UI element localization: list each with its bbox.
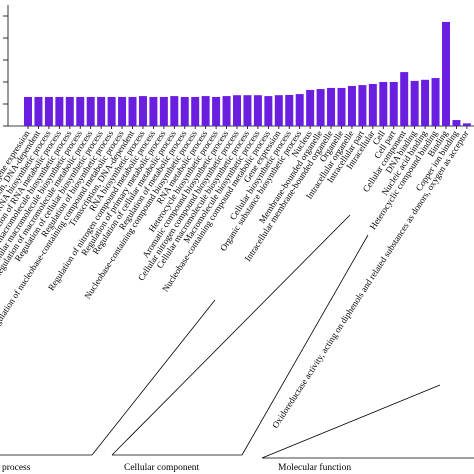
- bar: [285, 94, 294, 126]
- bar: [316, 89, 325, 126]
- bar: [97, 96, 106, 126]
- group-divider: [111, 214, 351, 456]
- bar: [44, 96, 53, 126]
- bar: [24, 96, 32, 126]
- group-divider: [91, 299, 216, 456]
- bar: [180, 96, 189, 126]
- bar: [462, 123, 471, 126]
- bar: [431, 78, 440, 126]
- group-label: Molecular function: [278, 462, 351, 473]
- bar: [128, 96, 137, 126]
- group-divider: [261, 384, 441, 459]
- bar: [233, 95, 241, 126]
- bar: [295, 94, 304, 126]
- bar: [107, 96, 116, 126]
- bar: [86, 96, 95, 126]
- bar: [337, 87, 346, 126]
- bar: [264, 96, 273, 126]
- bar: [65, 96, 74, 126]
- bar: [274, 95, 283, 126]
- bar: [222, 96, 231, 126]
- bar: [212, 96, 221, 126]
- bar: [191, 96, 200, 126]
- bar: [159, 96, 168, 126]
- bar: [306, 89, 315, 126]
- group-label: Biological process: [0, 463, 31, 473]
- bar: [379, 82, 388, 126]
- bar: [452, 120, 461, 126]
- bar: [400, 72, 409, 126]
- bar: [421, 79, 430, 126]
- bar: [442, 21, 450, 126]
- bar: [347, 85, 356, 126]
- bar: [368, 83, 377, 126]
- bar: [34, 96, 43, 126]
- bar: [76, 96, 85, 126]
- bar: [149, 96, 158, 126]
- bar: [358, 85, 367, 126]
- bar: [138, 96, 147, 126]
- bar: [253, 95, 262, 126]
- bar: [201, 96, 210, 126]
- bar: [170, 96, 179, 126]
- bar: [55, 96, 64, 126]
- bar: [243, 95, 252, 126]
- group-divider: [241, 234, 369, 456]
- bar: [118, 96, 127, 126]
- bar: [389, 82, 398, 126]
- bar: [327, 87, 336, 126]
- group-label: Cellular component: [124, 463, 200, 473]
- bar: [410, 80, 419, 126]
